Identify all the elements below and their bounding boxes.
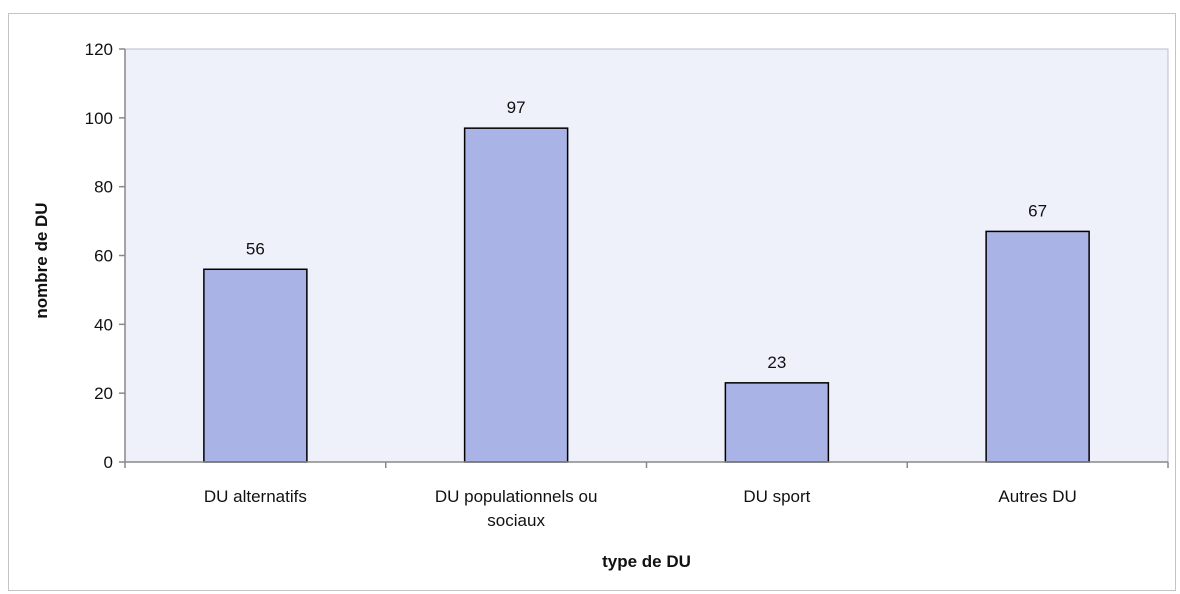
bar-data-label: 67 <box>1028 201 1047 220</box>
data-labels: 56 97 23 67 <box>246 98 1047 372</box>
y-axis-ticks: 0 20 40 60 80 100 120 <box>85 40 125 472</box>
bar <box>463 127 569 463</box>
bar-data-label: 97 <box>507 98 526 117</box>
x-axis-title: type de DU <box>602 552 691 571</box>
bars <box>203 127 1090 463</box>
bar <box>203 268 308 463</box>
y-tick-label: 40 <box>94 315 113 334</box>
y-tick-label: 0 <box>104 453 113 472</box>
bar <box>985 230 1090 463</box>
x-category-label: DU populationnels ou sociaux <box>435 487 598 530</box>
x-axis-categories: DU alternatifs DU populationnels ou sociau… <box>124 462 1169 530</box>
x-category-label: DU sport <box>743 487 810 506</box>
y-axis-title: nombre de DU <box>32 202 51 318</box>
bar <box>724 382 830 463</box>
y-tick-label: 100 <box>85 109 113 128</box>
y-tick-label: 20 <box>94 384 113 403</box>
y-tick-label: 80 <box>94 178 113 197</box>
bar-data-label: 23 <box>767 353 786 372</box>
chart-frame: 0 20 40 60 80 100 120 56 97 23 67 DU alternatifs D… <box>8 13 1176 591</box>
y-tick-label: 120 <box>85 40 113 59</box>
bar-data-label: 56 <box>246 239 265 258</box>
x-category-label: DU alternatifs <box>204 487 307 506</box>
x-category-label: Autres DU <box>998 487 1076 506</box>
y-tick-label: 60 <box>94 247 113 266</box>
